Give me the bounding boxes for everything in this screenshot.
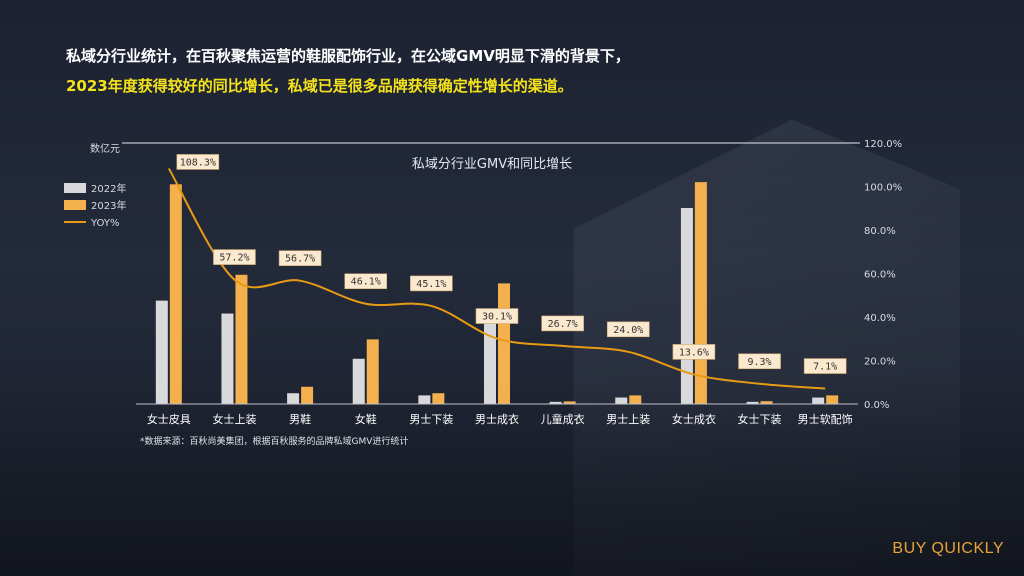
yoy-data-label: 9.3% — [747, 357, 771, 368]
yoy-data-label: 46.1% — [351, 277, 381, 288]
category-label: 男士上装 — [606, 413, 650, 426]
bar-2023 — [629, 395, 642, 404]
yoy-data-label: 108.3% — [180, 157, 216, 168]
yoy-label-box — [278, 250, 322, 266]
background-trees — [0, 376, 1024, 576]
yoy-data-label: 57.2% — [219, 253, 249, 264]
y2-tick-label: 100.0% — [864, 183, 902, 194]
category-label: 男士成衣 — [475, 412, 519, 426]
yoy-label-box — [475, 308, 519, 324]
bar-2022 — [418, 395, 431, 404]
bar-2023 — [366, 339, 379, 404]
yoy-data-label: 24.0% — [613, 325, 643, 336]
legend-yoy-label: YOY% — [90, 218, 120, 229]
yoy-label-box — [344, 273, 388, 290]
category-label: 男士下装 — [409, 413, 453, 426]
bar-2022 — [812, 397, 825, 404]
bar-2022 — [484, 311, 496, 404]
category-label: 男士软配饰 — [798, 412, 853, 426]
category-label: 男鞋 — [289, 412, 311, 426]
bar-2022 — [221, 313, 234, 404]
y2-tick-label: 40.0% — [864, 313, 896, 324]
yoy-data-label: 7.1% — [813, 362, 837, 373]
brand-logo-text: BUY QUICKLY — [892, 540, 1004, 557]
bar-2023 — [826, 395, 839, 404]
yoy-label-box — [176, 154, 220, 170]
yoy-label-box — [410, 275, 453, 292]
headline-line-1: 私域分行业统计，在百秋聚焦运营的鞋服配饰行业，在公域GMV明显下滑的背景下， — [66, 47, 630, 65]
yoy-data-label: 45.1% — [416, 279, 446, 290]
category-label: 女士成衣 — [672, 412, 716, 426]
legend-2022-swatch — [64, 183, 86, 193]
bar-2023 — [563, 401, 576, 404]
y2-tick-label: 0.0% — [864, 400, 889, 411]
legend-2023-label: 2023年 — [91, 199, 126, 212]
bar-2022 — [352, 358, 365, 404]
bar-2023 — [235, 274, 248, 404]
headline-line-2: 2023年度获得较好的同比增长，私域已是很多品牌获得确定性增长的渠道。 — [66, 77, 573, 95]
category-label: 儿童成衣 — [541, 412, 585, 426]
bar-2022 — [155, 300, 168, 404]
bar-2023 — [169, 184, 182, 404]
data-source-note: *数据来源：百秋尚美集团，根据百秋服务的品牌私域GMV进行统计 — [140, 435, 408, 447]
yoy-label-box — [803, 358, 847, 374]
yoy-label-box — [738, 353, 781, 370]
bar-2023 — [301, 386, 314, 404]
y2-tick-label: 60.0% — [864, 270, 896, 281]
bar-2022 — [615, 397, 628, 404]
bar-2022 — [746, 401, 759, 404]
y2-tick-label: 80.0% — [864, 226, 896, 237]
yoy-data-label: 26.7% — [548, 319, 578, 330]
bar-2023 — [432, 393, 445, 404]
category-label: 女士下装 — [738, 412, 782, 426]
yoy-data-label: 30.1% — [482, 312, 512, 323]
yoy-label-box — [672, 344, 716, 360]
category-label: 女士上装 — [212, 412, 256, 426]
legend-2022-label: 2022年 — [91, 182, 126, 195]
y2-tick-label: 20.0% — [864, 357, 896, 368]
yoy-data-label: 56.7% — [285, 254, 315, 265]
yoy-line — [167, 167, 826, 390]
y2-tick-label: 120.0% — [864, 139, 902, 150]
bar-2023 — [760, 401, 773, 404]
chart-title: 私域分行业GMV和同比增长 — [412, 157, 572, 172]
bar-2023 — [498, 283, 510, 404]
yoy-label-box — [213, 249, 256, 265]
bar-2022 — [549, 401, 562, 404]
y-axis-unit-label: 数亿元 — [90, 142, 120, 155]
yoy-label-box — [606, 321, 650, 338]
category-label: 女士皮具 — [147, 412, 191, 426]
yoy-label-box — [541, 315, 584, 332]
yoy-data-label: 13.6% — [679, 347, 709, 358]
category-label: 女鞋 — [355, 412, 377, 426]
legend-2023-swatch — [64, 200, 86, 210]
bar-2023 — [694, 182, 707, 404]
bar-2022 — [287, 393, 300, 404]
